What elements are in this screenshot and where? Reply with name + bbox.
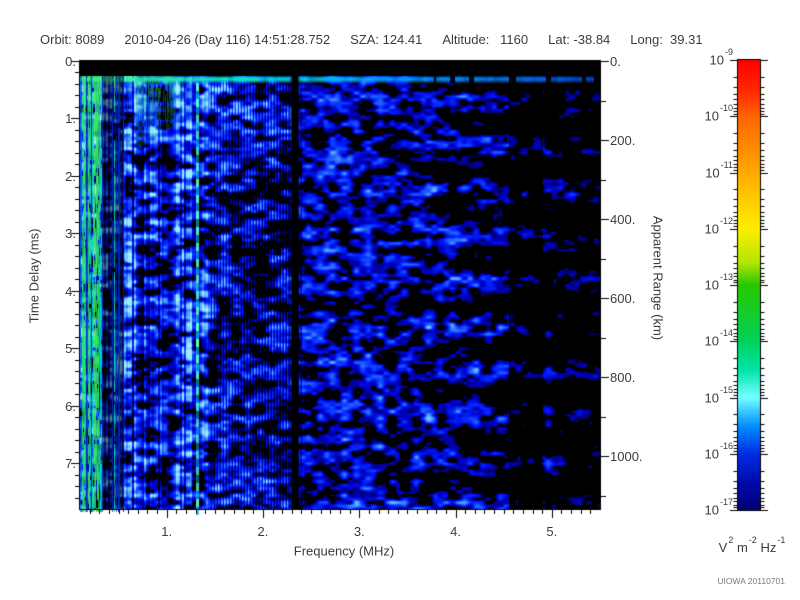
header-info: Orbit: 8089 2010-04-26 (Day 116) 14:51:28… [40, 32, 703, 47]
time-delay-tick-label: 0. [65, 54, 76, 69]
colorbar-tick-label: 10-10 [704, 103, 733, 124]
apparent-range-tick-label: 1000. [610, 449, 643, 465]
header-field: Altitude: 1160 [442, 32, 529, 47]
apparent-range-tick-label: 800. [610, 370, 636, 386]
header-field: SZA: 124.41 [350, 32, 423, 47]
colorbar-tick-label: 10-9 [709, 47, 733, 68]
colorbar-tick-label: 10-12 [704, 215, 733, 237]
time-delay-tick-label: 2. [65, 168, 76, 184]
x-tick-label: 5. [546, 524, 558, 539]
x-tick-label: 3. [353, 524, 365, 539]
x-axis-title: Frequency (MHz) [293, 543, 395, 559]
time-delay-tick-label: 4. [65, 283, 76, 299]
x-tick-label: 1. [161, 524, 173, 539]
colorbar-unit-label: V2 m-2 Hz-1 [718, 534, 786, 556]
colorbar-tick-label: 10-13 [704, 272, 733, 293]
apparent-range-tick-label: 600. [610, 291, 636, 307]
header-field: Long: 39.31 [630, 32, 703, 47]
time-delay-tick-label: 7. [65, 456, 76, 472]
x-tick-label: 4. [450, 524, 461, 539]
apparent-range-tick-label: 0. [610, 54, 621, 69]
y-axis-left-title: Time Delay (ms) [26, 228, 42, 324]
colorbar-tick-label: 10-14 [704, 328, 733, 349]
colorbar-tick-label: 10-16 [704, 440, 733, 462]
colorbar-tick-label: 10-17 [704, 497, 733, 518]
time-delay-tick-label: 5. [65, 341, 76, 357]
apparent-range-tick-label: 400. [610, 212, 636, 228]
time-delay-tick-label: 1. [65, 111, 76, 127]
time-delay-tick-label: 6. [65, 398, 76, 414]
time-delay-tick-label: 3. [65, 226, 76, 242]
header-field: Lat: -38.84 [548, 32, 611, 47]
credit-text: UIOWA 20110701 [717, 576, 785, 586]
apparent-range-tick-label: 200. [610, 133, 636, 148]
header-field: 2010-04-26 (Day 116) 14:51:28.752 [124, 32, 331, 47]
x-tick-label: 2. [257, 524, 269, 539]
colorbar-tick-label: 10-11 [705, 159, 733, 180]
header-field: Orbit: 8089 [40, 32, 105, 47]
colorbar-tick-label: 10-15 [704, 384, 733, 405]
